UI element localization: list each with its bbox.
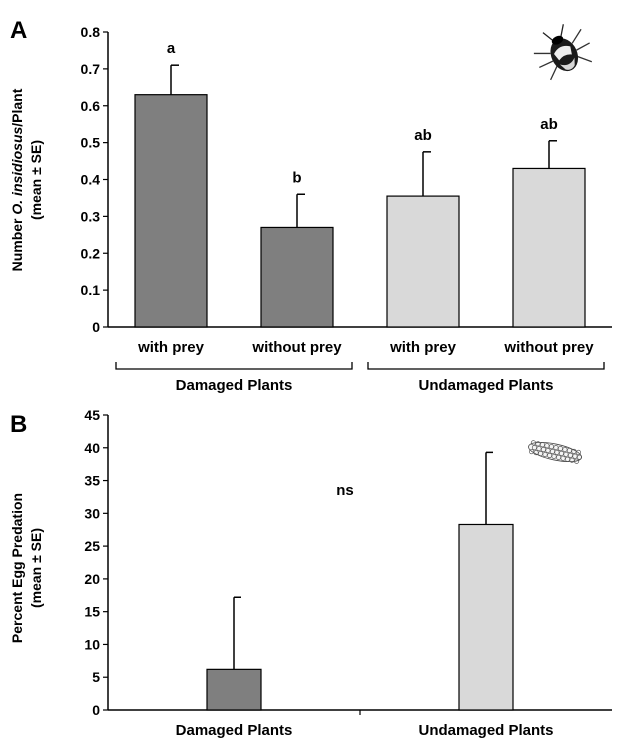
insect-icon xyxy=(533,24,593,81)
panel-a-y-axis-label: Number O. insidiosus/Plant (mean ± SE) xyxy=(9,88,44,271)
panel-b-y-axis-label-line2: (mean ± SE) xyxy=(28,528,44,608)
panel-a-group-bracket xyxy=(367,362,605,370)
panel-a-category-label: with prey xyxy=(137,339,205,356)
panel-a-y-tick-label: 0.8 xyxy=(81,24,101,40)
panel-b-y-tick-label: 40 xyxy=(84,440,100,456)
panel-b-y-tick-label: 45 xyxy=(84,407,100,423)
panel-a-y-tick-label: 0.7 xyxy=(81,61,101,77)
panel-a-y-tick-label: 0.5 xyxy=(81,135,101,151)
panel-a-category-label: with prey xyxy=(389,339,457,356)
panel-a-y-tick-label: 0.2 xyxy=(81,245,101,261)
egg-dot xyxy=(574,458,580,464)
panel-b-y-axis-label-line1: Percent Egg Predation xyxy=(9,493,25,643)
panel-a-significance-label: ab xyxy=(414,127,432,144)
panel-a-group-label: Damaged Plants xyxy=(176,377,293,394)
panel-letter-b: B xyxy=(10,411,27,438)
egg-cluster-icon xyxy=(528,440,583,464)
panel-b-y-tick-label: 5 xyxy=(92,669,100,685)
panel-a-y-ticks: 0 0.1 0.2 0.3 0.4 0.5 0.6 0.7 0.8 xyxy=(81,24,612,335)
panel-b-category-label: Damaged Plants xyxy=(176,722,293,739)
panel-b-ns-annotation: ns xyxy=(336,482,354,499)
panel-letter-a: A xyxy=(10,17,27,44)
panel-b-bars xyxy=(206,451,514,711)
panel-b-category-label: Undamaged Plants xyxy=(418,722,553,739)
panel-b-y-tick-label: 30 xyxy=(84,505,100,521)
panel-a-bar xyxy=(386,195,460,328)
ylabel-a-part2: O. insidiosus xyxy=(9,127,25,215)
panel-a-y-tick-label: 0.6 xyxy=(81,98,101,114)
panel-b-y-tick-label: 20 xyxy=(84,571,100,587)
panel-a-y-axis-label-line1: Number O. insidiosus/Plant xyxy=(9,88,25,271)
ylabel-a-part3: /Plant xyxy=(9,88,25,126)
panel-b: B 0 5 10 15 20 25 30 35 40 45 Damaged Plants Undam… xyxy=(9,407,612,739)
panel-a-significance-label: a xyxy=(167,40,176,57)
ylabel-a-part1: Number xyxy=(9,215,25,272)
panel-b-y-tick-label: 25 xyxy=(84,538,100,554)
panel-b-y-ticks: 0 5 10 15 20 25 30 35 40 45 xyxy=(84,407,612,718)
egg-dot xyxy=(575,449,581,455)
panel-b-categories: Damaged Plants Undamaged Plants xyxy=(176,722,554,739)
panel-b-y-tick-label: 35 xyxy=(84,473,100,489)
panel-b-bar xyxy=(206,668,262,711)
panel-a-y-axis-label-line2: (mean ± SE) xyxy=(28,140,44,220)
panel-b-bar xyxy=(458,523,514,711)
panel-a-y-tick-label: 0.1 xyxy=(81,282,101,298)
panel-a-significance-label: ab xyxy=(540,116,558,133)
panel-a-y-tick-label: 0 xyxy=(92,319,100,335)
panel-a-group-label: Undamaged Plants xyxy=(418,377,553,394)
panel-a-category-label: without prey xyxy=(251,339,342,356)
panel-b-y-tick-label: 0 xyxy=(92,702,100,718)
panel-a-y-tick-label: 0.3 xyxy=(81,208,101,224)
panel-a-group-bracket xyxy=(115,362,353,370)
panel-a-category-label: without prey xyxy=(503,339,594,356)
panel-a-significance-label: b xyxy=(292,169,301,186)
panel-a-bar xyxy=(260,226,334,328)
panel-a-bar xyxy=(512,167,586,328)
panel-a-y-tick-label: 0.4 xyxy=(81,172,101,188)
panel-a-bar xyxy=(134,94,208,328)
panel-b-y-tick-label: 10 xyxy=(84,636,100,652)
panel-a-categories: with prey without prey with prey without pr… xyxy=(115,339,605,394)
panel-b-y-tick-label: 15 xyxy=(84,604,100,620)
panel-b-y-axis-label: Percent Egg Predation (mean ± SE) xyxy=(9,493,44,643)
egg-dot xyxy=(576,454,583,460)
